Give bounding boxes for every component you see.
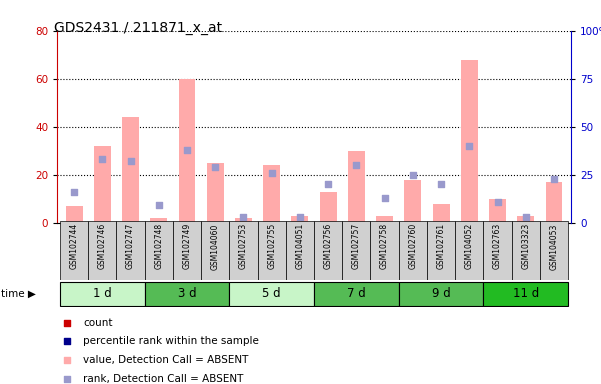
Bar [178,79,195,223]
Bar [145,282,230,306]
Text: GSM102747: GSM102747 [126,223,135,270]
Point [408,172,418,178]
Text: 3 d: 3 d [178,287,197,300]
Bar [376,215,393,223]
Bar [433,204,450,223]
Bar [60,282,145,306]
Point [97,156,107,162]
Text: GDS2431 / 211871_x_at: GDS2431 / 211871_x_at [54,21,222,35]
Point [69,189,79,195]
Bar [263,165,280,223]
Point [239,214,248,220]
Bar [60,221,88,280]
Point [154,202,163,209]
Text: GSM102756: GSM102756 [324,223,332,270]
Text: GSM102763: GSM102763 [493,223,502,270]
Bar [398,282,483,306]
Text: GSM102758: GSM102758 [380,223,389,269]
Text: 11 d: 11 d [513,287,539,300]
Point [465,143,474,149]
Text: percentile rank within the sample: percentile rank within the sample [83,336,259,346]
Point [126,158,135,164]
Bar [258,221,286,280]
Text: GSM102753: GSM102753 [239,223,248,270]
Bar [286,221,314,280]
Text: 1 d: 1 d [93,287,112,300]
Text: GSM102755: GSM102755 [267,223,276,270]
Point [380,195,389,201]
Text: GSM104053: GSM104053 [549,223,558,270]
Bar [235,218,252,223]
Bar [145,221,173,280]
Point [295,214,305,220]
Text: 5 d: 5 d [263,287,281,300]
Point [182,147,192,153]
Text: GSM102749: GSM102749 [183,223,192,270]
Bar [489,199,506,223]
Text: value, Detection Call = ABSENT: value, Detection Call = ABSENT [83,355,249,365]
Text: 7 d: 7 d [347,287,366,300]
Bar [94,146,111,223]
Bar [427,221,455,280]
Bar [230,221,258,280]
Bar [122,117,139,223]
Bar [540,221,568,280]
Point [323,181,333,187]
Text: time ▶: time ▶ [1,289,36,299]
Point [434,126,444,132]
Bar [342,221,370,280]
Bar [314,221,342,280]
Bar [201,221,230,280]
Text: GSM102757: GSM102757 [352,223,361,270]
Bar [88,221,117,280]
Point [267,170,276,176]
Text: GSM104052: GSM104052 [465,223,474,270]
Bar [314,282,398,306]
Bar [483,221,511,280]
Bar [461,60,478,223]
Bar [230,282,314,306]
Text: GSM104060: GSM104060 [211,223,220,270]
Text: GSM104051: GSM104051 [296,223,304,270]
Point [434,296,444,302]
Bar [404,180,421,223]
Bar [348,151,365,223]
Point [521,214,531,220]
Point [549,175,559,182]
Bar [291,215,308,223]
Point [210,164,220,170]
Bar [546,182,563,223]
Bar [320,192,337,223]
Text: GSM102744: GSM102744 [70,223,79,270]
Text: GSM102761: GSM102761 [436,223,445,269]
Bar [483,282,568,306]
Text: GSM102746: GSM102746 [98,223,107,270]
Point [436,181,446,187]
Bar [66,206,82,223]
Bar [173,221,201,280]
Bar [370,221,398,280]
Bar [117,221,145,280]
Text: GSM103323: GSM103323 [521,223,530,270]
Text: GSM102760: GSM102760 [408,223,417,270]
Bar [517,215,534,223]
Point [493,199,502,205]
Point [352,162,361,168]
Text: GSM102748: GSM102748 [154,223,163,269]
Text: rank, Detection Call = ABSENT: rank, Detection Call = ABSENT [83,374,243,384]
Text: count: count [83,318,112,328]
Bar [511,221,540,280]
Bar [207,163,224,223]
Text: 9 d: 9 d [432,287,451,300]
Bar [150,218,167,223]
Bar [455,221,483,280]
Bar [398,221,427,280]
